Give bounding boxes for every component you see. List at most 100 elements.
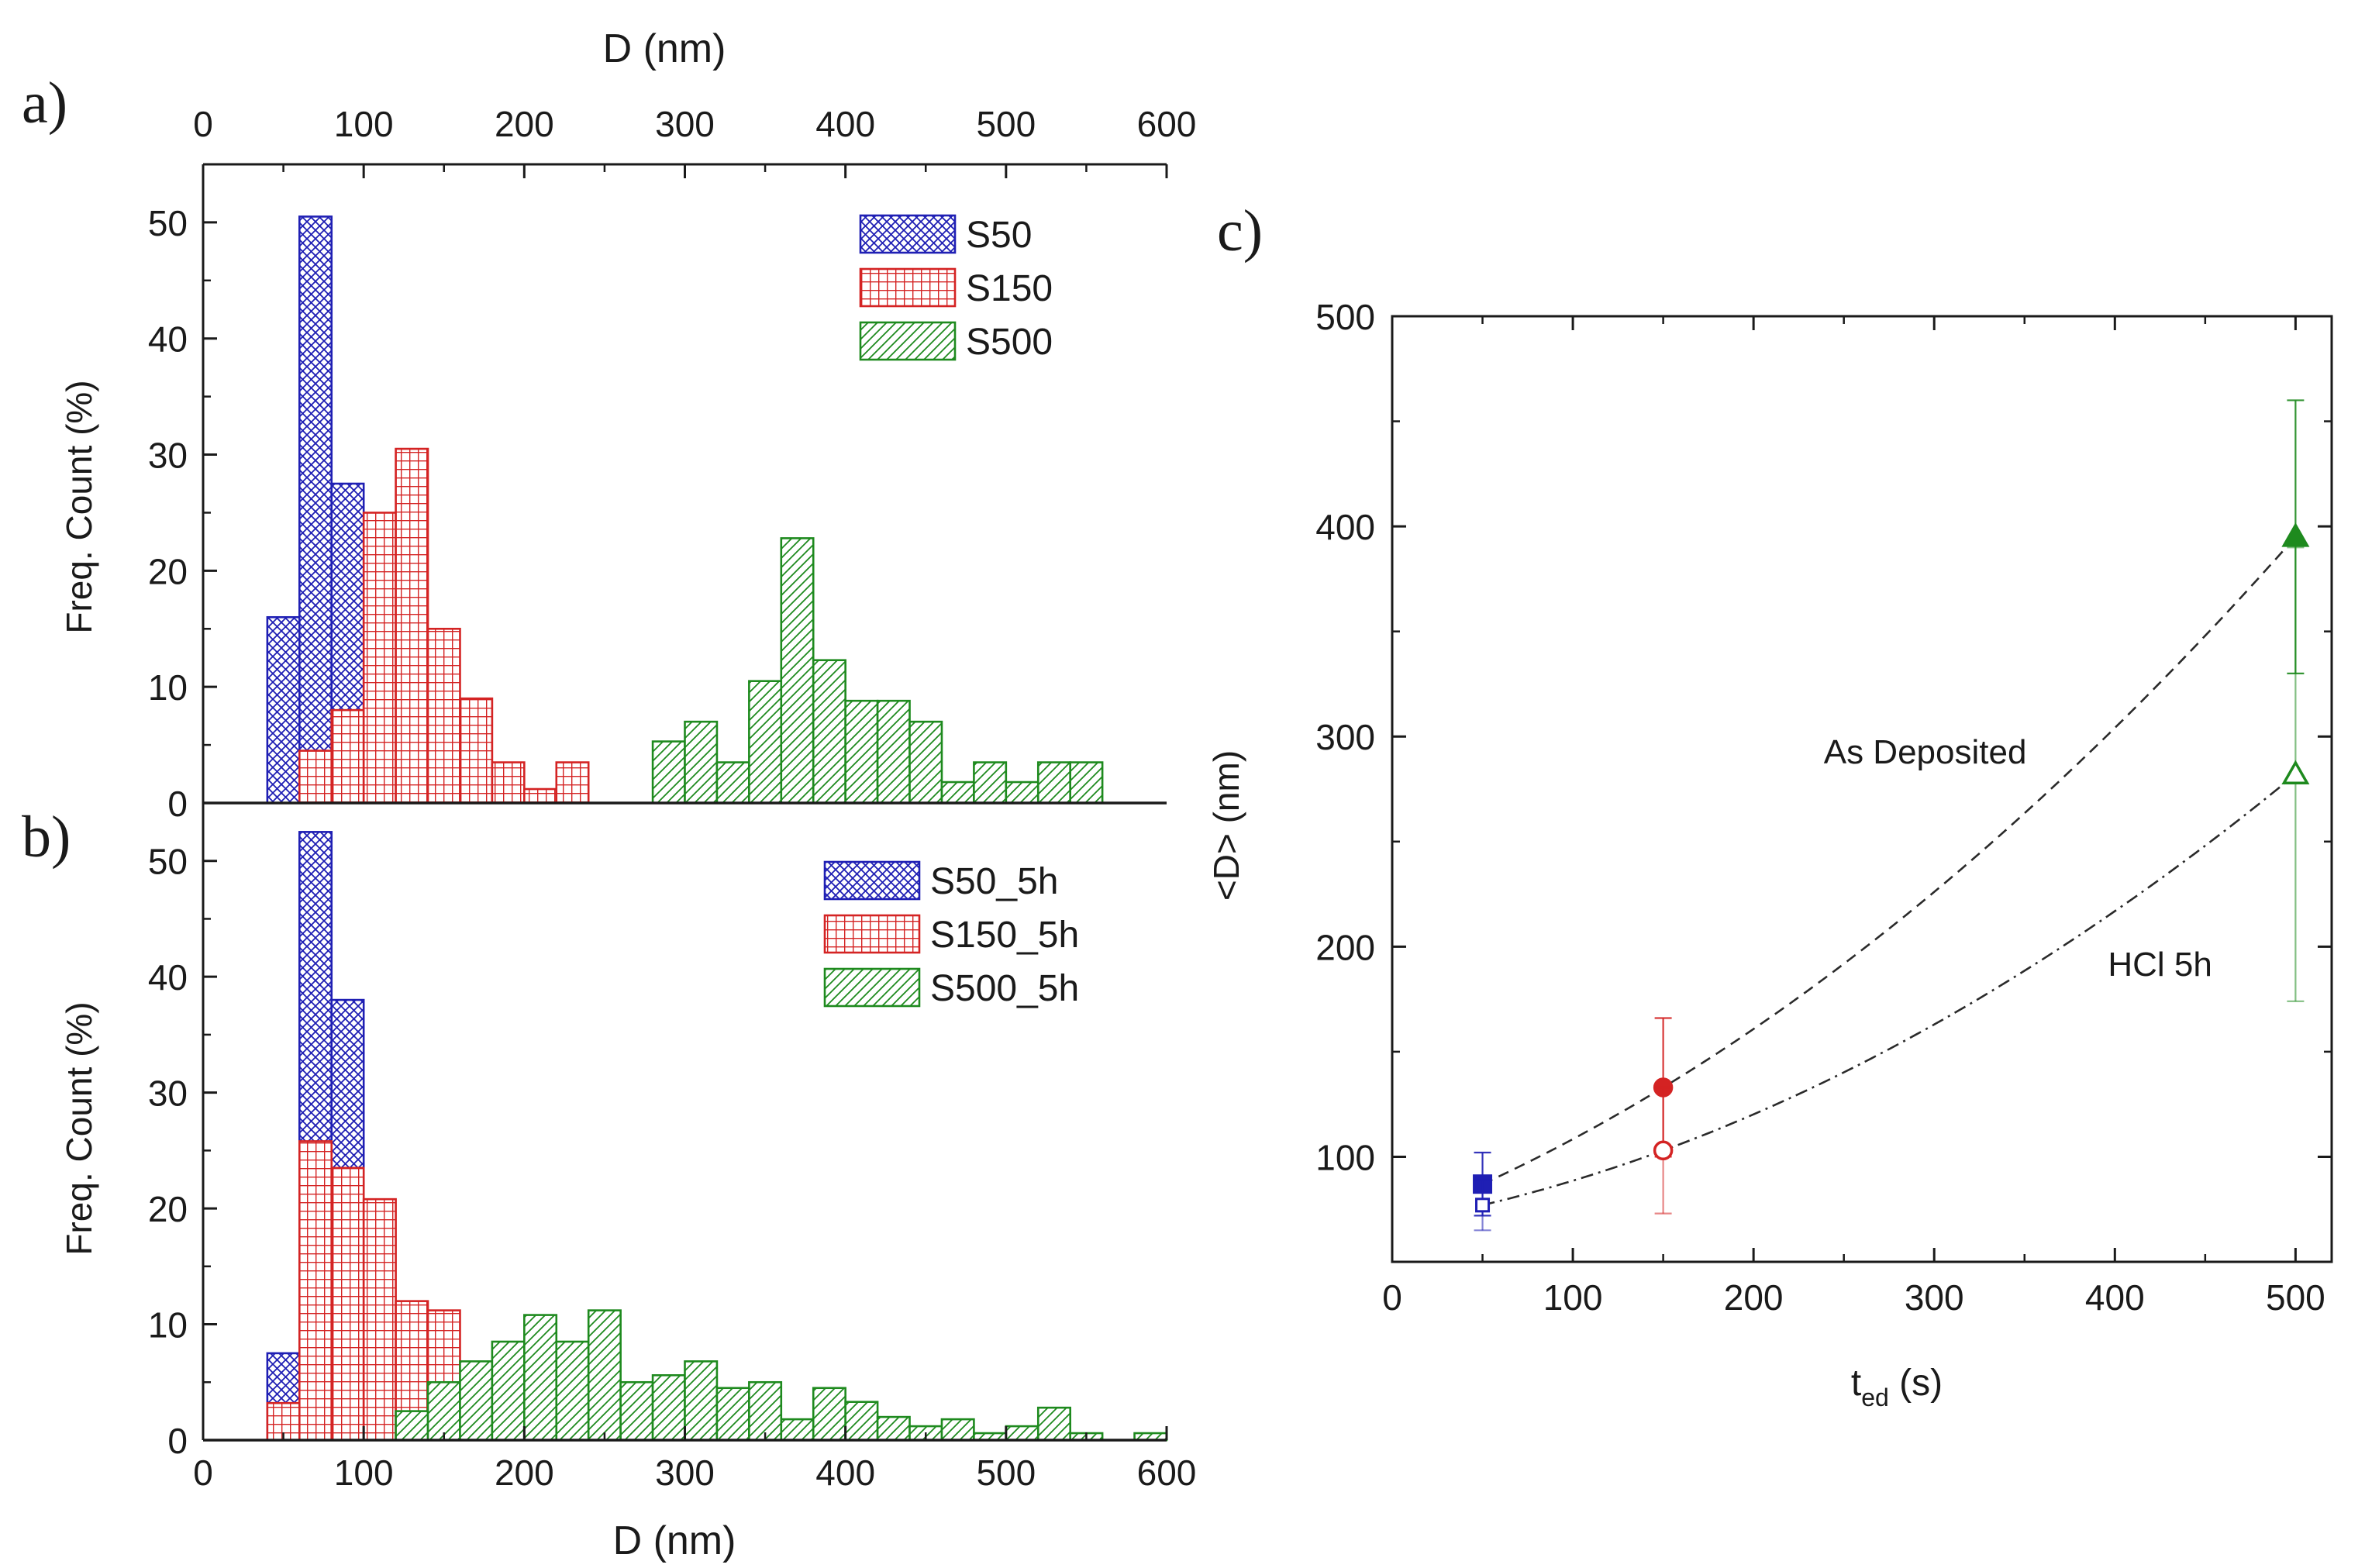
bar-s500-310 xyxy=(684,720,719,805)
top-tick-label: 200 xyxy=(495,104,554,144)
x-tick-label: 400 xyxy=(815,1453,875,1493)
point-s500-deposited xyxy=(2281,522,2310,547)
bar-s500-270 xyxy=(619,1380,654,1442)
point-s50-hcl5h xyxy=(1475,1198,1491,1213)
x-tick-label: 500 xyxy=(976,1453,1036,1493)
as-deposited-label: As Deposited xyxy=(1824,733,2027,771)
bar-s150-190 xyxy=(491,761,526,805)
bar-s500-370 xyxy=(780,537,815,805)
y-tick-label: 200 xyxy=(1315,927,1375,967)
x-title-unit: (s) xyxy=(1889,1363,1943,1404)
legend-label-s150: S150 xyxy=(966,268,1053,309)
bar-s500-230 xyxy=(555,1340,590,1442)
bar-s500-390 xyxy=(812,1387,846,1442)
panel-a-bars xyxy=(266,215,1104,805)
point-s150-hcl5h xyxy=(1653,1140,1674,1161)
bar-s500-550 xyxy=(1069,761,1104,805)
bar-s150-170 xyxy=(459,697,494,805)
panel-b-label: b) xyxy=(22,805,71,870)
as-deposited-fit-line xyxy=(1481,536,2297,1185)
bar-s500-350 xyxy=(748,1380,783,1442)
bar-s500-250 xyxy=(587,1309,622,1442)
panel-c-fit-lines xyxy=(1481,536,2297,1207)
y-tick-label: 40 xyxy=(148,957,188,998)
legend-swatch-s150 xyxy=(823,914,921,954)
x-tick-label: 500 xyxy=(2266,1277,2325,1318)
bar-s150-110 xyxy=(362,512,397,805)
top-tick-label: 600 xyxy=(1137,104,1197,144)
panel-c-annotations: As Deposited HCl 5h xyxy=(1824,733,2212,984)
x-tick-label: 100 xyxy=(334,1453,394,1493)
legend-swatch-s50 xyxy=(823,860,921,901)
plot-frame xyxy=(1391,315,2333,1263)
bar-s50-70 xyxy=(298,215,333,805)
bar-s500-170 xyxy=(459,1360,494,1442)
legend-label-s500: S500_5h xyxy=(930,968,1079,1009)
bar-s150-210 xyxy=(523,787,558,805)
legend-swatch-s50 xyxy=(859,214,957,254)
y-tick-label: 50 xyxy=(148,203,188,243)
panel-c-scatter: c) <D> (nm) ted (s) 0 100 200 300 400 500 100 2… xyxy=(1206,198,2333,1411)
x-tick-label: 300 xyxy=(1905,1277,1964,1318)
panel-a-legend: S50 S150 S500 xyxy=(859,214,1053,363)
legend-swatch-s500 xyxy=(859,321,957,361)
panel-b-legend: S50_5h S150_5h S500_5h xyxy=(823,860,1079,1009)
bar-s500-190 xyxy=(491,1340,526,1442)
y-tick-label: 10 xyxy=(148,1305,188,1346)
bar-s500-330 xyxy=(715,1387,750,1442)
bar-s500-410 xyxy=(844,699,879,805)
x-tick-label: 400 xyxy=(2085,1277,2145,1318)
y-tick-label: 20 xyxy=(148,1189,188,1229)
panel-a-label: a) xyxy=(22,71,67,136)
bar-s150-130 xyxy=(395,447,429,805)
bar-s500-290 xyxy=(651,740,686,805)
bar-s500-490 xyxy=(973,761,1008,805)
y-tick-label: 30 xyxy=(148,1073,188,1114)
hcl-5h-fit-line xyxy=(1482,773,2297,1207)
hcl-5h-label: HCl 5h xyxy=(2108,946,2212,984)
bar-s150-70 xyxy=(298,750,333,805)
y-tick-label: 100 xyxy=(1315,1137,1375,1177)
panel-a-top-axis-title: D (nm) xyxy=(603,26,726,71)
bar-s500-530 xyxy=(1036,1406,1072,1442)
legend-label-s150: S150_5h xyxy=(930,915,1079,956)
x-title-subscript: ed xyxy=(1861,1384,1889,1411)
x-tick-label: 600 xyxy=(1137,1453,1197,1493)
bar-s500-150 xyxy=(426,1380,461,1442)
bar-s500-450 xyxy=(908,720,943,805)
y-tick-label: 0 xyxy=(167,1421,188,1461)
point-s500-hcl5h xyxy=(2281,760,2310,785)
y-tick-label: 50 xyxy=(148,842,188,882)
y-tick-label: 40 xyxy=(148,319,188,360)
bar-s150-110 xyxy=(362,1198,397,1442)
bar-s500-130 xyxy=(395,1410,429,1442)
bar-s500-470 xyxy=(940,781,975,805)
x-tick-label: 300 xyxy=(655,1453,715,1493)
x-tick-label: 0 xyxy=(193,1453,213,1493)
legend-label-s50: S50 xyxy=(966,215,1032,256)
bar-s150-70 xyxy=(298,1140,333,1442)
y-tick-label: 30 xyxy=(148,436,188,476)
panel-b-y-axis-title: Freq. Count (%) xyxy=(59,1001,99,1255)
bar-s500-470 xyxy=(940,1418,975,1442)
panel-c-points xyxy=(1473,399,2310,1232)
panel-b-x-axis-title: D (nm) xyxy=(613,1518,736,1563)
bar-s150-90 xyxy=(330,1167,365,1442)
top-tick-label: 0 xyxy=(193,104,213,144)
x-tick-label: 200 xyxy=(495,1453,554,1493)
bar-s150-230 xyxy=(555,761,590,805)
bar-s500-510 xyxy=(1005,1425,1039,1442)
x-tick-label: 0 xyxy=(1382,1277,1402,1318)
y-tick-label: 300 xyxy=(1315,717,1375,757)
bar-s500-350 xyxy=(748,680,783,805)
legend-label-s500: S500 xyxy=(966,322,1053,363)
x-tick-label: 200 xyxy=(1724,1277,1784,1318)
panel-c-label: c) xyxy=(1217,198,1263,264)
bar-s500-530 xyxy=(1036,761,1072,805)
panel-c-x-axis-title: ted (s) xyxy=(1851,1363,1943,1411)
bar-s500-210 xyxy=(523,1314,558,1442)
bar-s500-510 xyxy=(1005,781,1039,805)
